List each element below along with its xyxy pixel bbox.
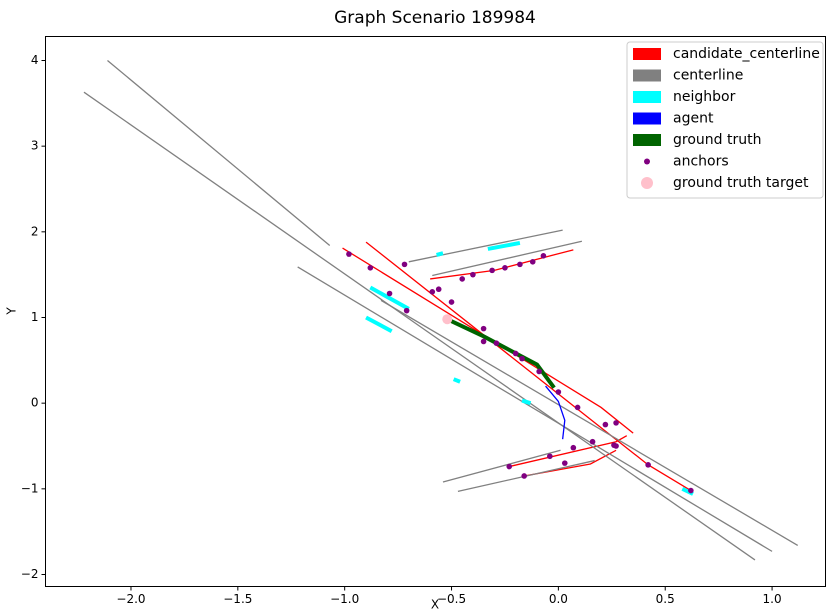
point — [536, 368, 542, 375]
line — [107, 59, 331, 247]
point — [459, 276, 466, 282]
line — [442, 449, 561, 483]
point — [570, 444, 577, 451]
chart-title: Graph Scenario 189984 — [334, 8, 536, 28]
legend-swatch — [633, 91, 661, 103]
point — [470, 271, 476, 278]
legend-label: ground truth — [673, 132, 761, 148]
y-tick-label: 4 — [31, 53, 39, 67]
legend-swatch — [633, 134, 661, 146]
line — [436, 251, 444, 257]
legend-swatch — [633, 69, 661, 82]
point — [512, 350, 519, 357]
point — [555, 389, 562, 395]
point — [688, 487, 694, 494]
point — [613, 443, 619, 449]
y-axis-label: Y — [5, 307, 19, 316]
y-tick-label: 3 — [31, 139, 39, 153]
point — [442, 314, 453, 325]
point — [602, 421, 609, 428]
line — [432, 240, 583, 277]
line — [408, 229, 563, 263]
y-tick-label: 1 — [31, 310, 39, 324]
point — [448, 299, 455, 305]
point — [517, 261, 523, 268]
point — [589, 438, 596, 445]
line — [83, 91, 756, 561]
point — [401, 261, 408, 268]
x-tick-label: −1.5 — [223, 592, 252, 606]
point — [367, 265, 374, 271]
point — [480, 338, 487, 345]
legend-label: agent — [673, 111, 714, 127]
point — [493, 340, 500, 346]
legend-swatch — [633, 48, 661, 60]
y-tick-label: −1 — [21, 481, 39, 495]
point — [403, 307, 410, 314]
y-tick-label: 0 — [31, 396, 39, 410]
line — [521, 398, 532, 406]
legend-marker — [644, 158, 650, 165]
line — [369, 285, 410, 311]
legend-label: candidate_centerline — [673, 46, 820, 62]
x-tick-label: −0.5 — [437, 592, 466, 606]
legend-frame — [626, 41, 824, 199]
line — [297, 266, 773, 552]
x-axis-label: X — [431, 598, 439, 612]
line — [545, 385, 566, 440]
x-tick-label: −2.0 — [116, 592, 145, 606]
point — [547, 453, 553, 460]
line — [365, 315, 393, 333]
legend-label: ground truth target — [673, 175, 809, 191]
legend-label: anchors — [673, 154, 729, 170]
x-tick-label: 0.5 — [656, 592, 675, 606]
point — [386, 290, 393, 297]
point — [574, 404, 581, 411]
point — [540, 253, 547, 259]
point — [480, 325, 487, 332]
legend-swatch — [633, 112, 661, 125]
point — [489, 267, 495, 274]
line — [430, 249, 574, 280]
point — [561, 460, 568, 466]
legend-label: centerline — [673, 68, 743, 84]
legend: candidate_centerline centerline neighbor ag… — [626, 41, 824, 199]
point — [435, 286, 442, 293]
point — [506, 463, 513, 470]
point — [521, 473, 527, 479]
point — [346, 251, 352, 257]
x-tick-label: 0.0 — [549, 592, 568, 606]
line — [446, 317, 556, 389]
line — [452, 377, 461, 384]
y-tick-label: 2 — [31, 224, 39, 238]
y-tick-label: −2 — [21, 567, 39, 581]
legend-label: neighbor — [673, 89, 736, 105]
point — [645, 462, 651, 468]
point — [613, 420, 619, 426]
x-tick-label: −1.0 — [330, 592, 359, 606]
point — [502, 265, 508, 271]
point — [529, 259, 536, 265]
legend-marker — [641, 177, 653, 189]
line — [487, 240, 521, 251]
point — [429, 288, 436, 295]
x-tick-label: 1.0 — [763, 592, 782, 606]
line — [380, 299, 799, 546]
line — [509, 435, 628, 468]
point — [519, 355, 525, 362]
